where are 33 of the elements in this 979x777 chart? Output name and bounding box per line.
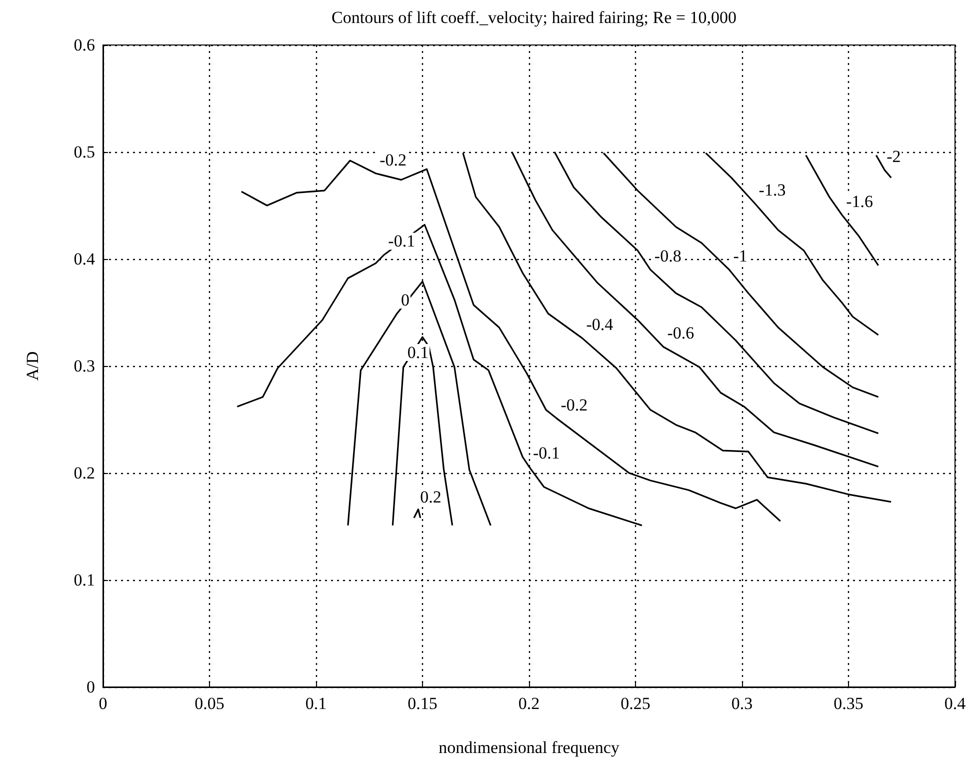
y-tick-label: 0.2	[74, 464, 95, 482]
annotation: -0.2	[560, 395, 588, 414]
x-tick-label: 0	[98, 694, 108, 713]
y-tick-label: 0.6	[74, 36, 95, 54]
annotation: -0.6	[667, 324, 694, 343]
x-axis-title: nondimensional frequency	[438, 738, 620, 757]
annotation: -0.1	[388, 232, 416, 251]
annotation: 0.2	[420, 487, 442, 506]
y-tick-label: 0.5	[74, 142, 95, 162]
annotation: -1.3	[758, 180, 786, 200]
y-tick-label: 0	[86, 678, 95, 696]
annotation: -0.8	[654, 246, 682, 266]
annotation: -0.2	[380, 150, 407, 170]
annotation: -1.6	[846, 192, 874, 212]
y-tick-label: 0.3	[74, 356, 95, 376]
x-tick-label: 0.25	[620, 694, 650, 713]
chart-title: Contours of lift coeff._velocity; haired fairing; Re = 10,000	[332, 8, 736, 27]
annotation: -0.4	[586, 315, 614, 334]
annotation: -1	[733, 246, 748, 266]
x-tick-label: 0.1	[305, 694, 327, 713]
x-tick-label: 0.05	[194, 694, 224, 713]
x-tick-label: 0.35	[834, 694, 864, 713]
x-tick-label: 0.15	[408, 694, 438, 713]
annotation: 0	[400, 290, 410, 310]
y-tick-label: 0.4	[74, 250, 96, 268]
annotation: -0.1	[533, 444, 560, 463]
annotation: 0.1	[407, 343, 429, 362]
x-tick-label: 0.2	[518, 694, 540, 713]
annotation: -2	[886, 147, 901, 166]
y-tick-label: 0.1	[74, 570, 95, 590]
x-tick-label: 0.4	[944, 694, 966, 713]
y-axis-title: A/D	[23, 351, 42, 381]
x-tick-label: 0.3	[731, 694, 753, 713]
